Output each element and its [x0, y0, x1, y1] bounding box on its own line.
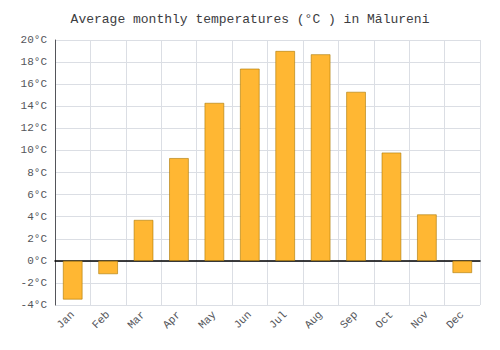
svg-text:Jun: Jun — [232, 309, 254, 331]
svg-text:-4°C: -4°C — [21, 299, 48, 311]
svg-text:Jul: Jul — [267, 309, 289, 331]
svg-text:12°C: 12°C — [21, 122, 48, 134]
svg-text:Jan: Jan — [54, 309, 76, 331]
svg-text:Mar: Mar — [125, 309, 147, 331]
svg-text:Sep: Sep — [338, 309, 360, 331]
svg-text:May: May — [196, 308, 219, 331]
svg-text:Aug: Aug — [302, 309, 324, 331]
svg-text:20°C: 20°C — [21, 34, 48, 46]
svg-text:16°C: 16°C — [21, 78, 48, 90]
svg-text:Nov: Nov — [409, 308, 432, 331]
svg-text:6°C: 6°C — [27, 189, 47, 201]
svg-text:10°C: 10°C — [21, 144, 48, 156]
svg-text:Average monthly temperatures (: Average monthly temperatures (°C ) in Mă… — [71, 12, 430, 27]
svg-text:18°C: 18°C — [21, 56, 48, 68]
svg-text:4°C: 4°C — [27, 211, 47, 223]
svg-text:Apr: Apr — [161, 309, 183, 331]
svg-text:Dec: Dec — [444, 309, 466, 331]
svg-text:-2°C: -2°C — [21, 277, 48, 289]
svg-text:8°C: 8°C — [27, 167, 47, 179]
svg-text:0°C: 0°C — [27, 255, 47, 267]
svg-text:Feb: Feb — [90, 309, 112, 331]
svg-text:Oct: Oct — [373, 309, 395, 331]
svg-text:2°C: 2°C — [27, 233, 47, 245]
svg-text:14°C: 14°C — [21, 100, 48, 112]
